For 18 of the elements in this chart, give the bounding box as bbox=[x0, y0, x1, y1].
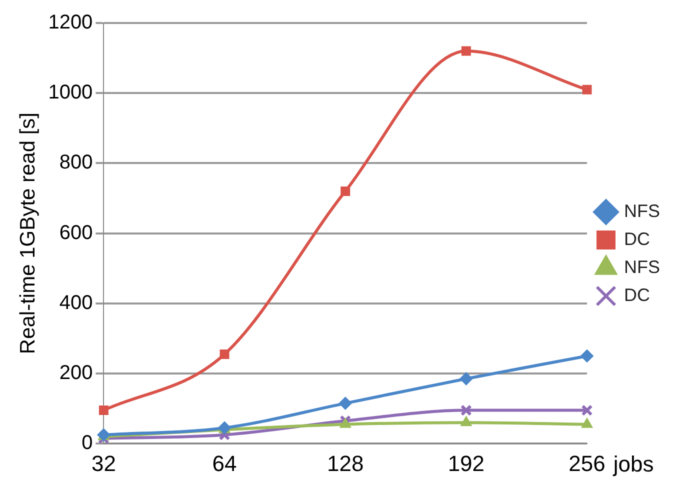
legend-label: DC bbox=[624, 284, 650, 305]
x-tick-label: 32 bbox=[91, 450, 116, 476]
y-tick-label: 1200 bbox=[48, 12, 93, 34]
y-tick-label: 0 bbox=[82, 432, 93, 454]
x-tick-label: 256 bbox=[568, 450, 606, 476]
x-tick-label: 64 bbox=[212, 450, 237, 476]
y-tick-label: 1000 bbox=[48, 82, 93, 104]
y-tick-label: 400 bbox=[59, 292, 93, 314]
x-tick-label: 128 bbox=[326, 450, 364, 476]
y-axis-title: Real-time 1GByte read [s] bbox=[16, 112, 40, 354]
legend-label: DC bbox=[624, 228, 650, 249]
legend-label: NFS bbox=[624, 256, 660, 277]
y-tick-label: 600 bbox=[59, 222, 93, 244]
y-tick-label: 800 bbox=[59, 152, 93, 174]
x-axis-title: jobs bbox=[612, 452, 654, 477]
y-tick-label: 200 bbox=[59, 362, 93, 384]
legend-label: NFS bbox=[624, 200, 660, 221]
x-tick-label: 192 bbox=[448, 450, 485, 476]
